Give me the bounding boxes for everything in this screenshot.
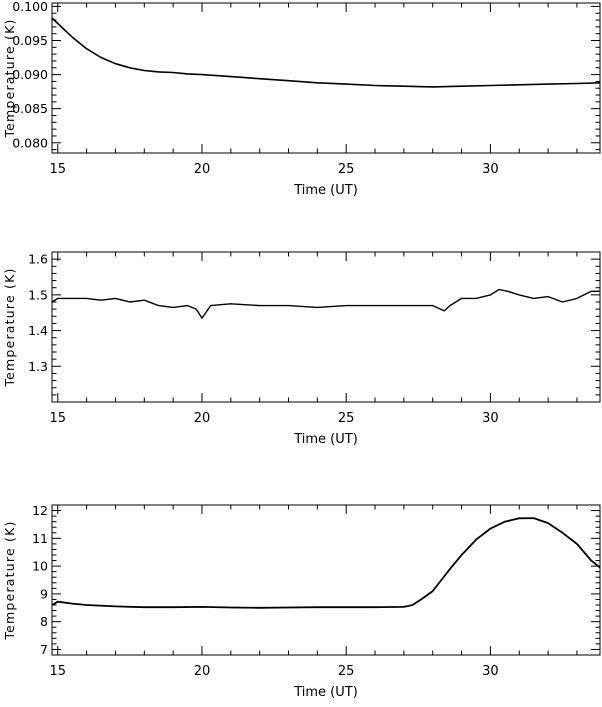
x-tick-label: 15 — [49, 162, 66, 177]
y-tick-label: 0.080 — [12, 135, 48, 150]
x-axis-label: Time (UT) — [293, 432, 358, 447]
plot-frame — [51, 251, 601, 403]
x-tick-label: 25 — [338, 664, 355, 679]
y-tick-label: 0.095 — [12, 33, 48, 48]
y-tick-label: 10 — [32, 559, 48, 574]
x-tick-label: 25 — [338, 411, 355, 426]
series-line — [52, 288, 600, 319]
y-tick-label: 7 — [40, 642, 48, 657]
x-tick-label: 15 — [49, 664, 66, 679]
x-axis-label: Time (UT) — [293, 685, 358, 700]
x-tick-label: 25 — [338, 162, 355, 177]
x-tick-label: 30 — [482, 411, 499, 426]
panel-2: 15 20 25 30 1.3 1.4 1.5 1.6 Time (UT) Temperature… — [2, 251, 601, 447]
y-tick-label: 1.6 — [28, 252, 48, 267]
y-tick-label: 9 — [40, 586, 48, 601]
y-tick-label: 1.3 — [28, 359, 48, 374]
x-tick-label: 30 — [482, 664, 499, 679]
y-tick-label: 0.085 — [12, 101, 48, 116]
x-tick-label: 20 — [194, 411, 211, 426]
x-tick-label: 15 — [49, 411, 66, 426]
series-line — [52, 517, 600, 609]
x-tick-label: 20 — [194, 664, 211, 679]
y-tick-label: 1.5 — [28, 287, 48, 302]
panel-3: 15 20 25 30 7 8 9 10 11 12 Time (UT) Temperature (K… — [2, 503, 601, 700]
y-axis-label: Temperature (K) — [2, 520, 17, 640]
series-line — [52, 17, 600, 88]
y-tick-label: 8 — [40, 614, 48, 629]
y-axis-label: Temperature (K) — [2, 18, 17, 138]
y-axis-label: Temperature (K) — [2, 267, 17, 387]
y-tick-label: 12 — [32, 503, 48, 518]
y-tick-label: 11 — [32, 531, 48, 546]
x-axis-label: Time (UT) — [293, 183, 358, 198]
x-tick-label: 30 — [482, 162, 499, 177]
y-tick-label: 0.100 — [12, 0, 48, 14]
plot-frame — [51, 2, 601, 154]
y-tick-label: 0.090 — [12, 67, 48, 82]
x-tick-label: 20 — [194, 162, 211, 177]
panel-1: 15 20 25 30 0.080 0.085 0.090 0.095 0.100 Time (U… — [2, 0, 601, 198]
plot-frame — [51, 504, 601, 656]
y-tick-label: 1.4 — [28, 323, 48, 338]
